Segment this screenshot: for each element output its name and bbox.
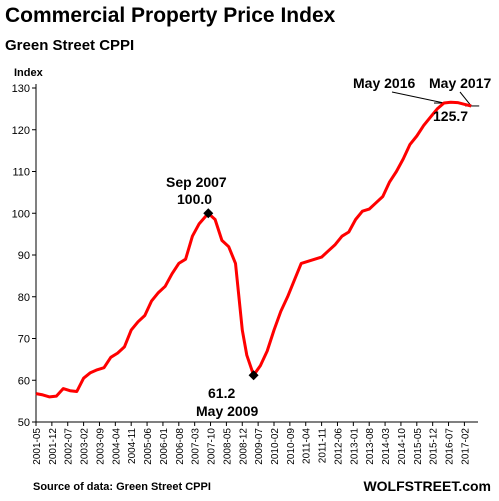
source-note: Source of data: Green Street CPPI	[33, 481, 211, 493]
annotation-peak-date: Sep 2007	[166, 174, 227, 190]
x-tick-label: 2010-09	[286, 428, 297, 465]
chart-title: Commercial Property Price Index	[5, 4, 336, 27]
brand-label: WOLFSTREET.com	[363, 478, 491, 494]
y-tick-label: 80	[18, 292, 30, 304]
peak-marker	[203, 208, 214, 219]
x-tick-label: 2012-06	[333, 428, 344, 465]
x-tick-label: 2011-11	[318, 428, 329, 464]
annotation-trough-date: May 2009	[196, 403, 258, 419]
x-tick-label: 2001-12	[48, 428, 59, 465]
trough-marker	[248, 370, 259, 381]
x-tick-label: 2014-03	[381, 428, 392, 465]
x-tick-label: 2003-09	[95, 428, 106, 465]
x-tick-label: 2001-05	[32, 428, 43, 465]
y-tick-label: 120	[12, 125, 30, 137]
x-tick-label: 2017-02	[460, 428, 471, 465]
y-tick-label: 100	[12, 208, 30, 220]
x-tick-label: 2004-11	[127, 428, 138, 464]
x-tick-label: 2005-06	[143, 428, 154, 465]
x-tick-label: 2015-12	[429, 428, 440, 465]
x-tick-label: 2008-12	[238, 428, 249, 465]
annotation-latest-value: 125.7	[433, 108, 468, 124]
x-tick-label: 2008-05	[222, 428, 233, 465]
series-line	[35, 100, 472, 399]
y-tick-label: 90	[18, 250, 30, 262]
y-tick-label: 130	[12, 83, 30, 95]
x-tick-label: 2003-02	[80, 428, 91, 465]
x-tick-label: 2015-05	[413, 428, 424, 465]
y-tick-label: 110	[12, 167, 30, 179]
x-tick-label: 2010-02	[270, 428, 281, 465]
x-tick-label: 2013-08	[365, 428, 376, 465]
x-tick-label: 2013-01	[349, 428, 360, 465]
x-tick-label: 2004-04	[111, 428, 122, 465]
may2017-pointer	[459, 91, 472, 107]
annotation-trough-value: 61.2	[208, 385, 235, 401]
may2016-pointer	[391, 91, 445, 104]
x-tick-label: 2016-07	[445, 428, 456, 465]
y-tick-label: 70	[18, 334, 30, 346]
x-tick-label: 2007-03	[191, 428, 202, 465]
y-tick-label: 60	[18, 375, 30, 387]
x-tick-label: 2006-01	[159, 428, 170, 465]
x-tick-label: 2007-10	[207, 428, 218, 465]
annotation-peak-value: 100.0	[177, 191, 212, 207]
x-tick-label: 2006-08	[175, 428, 186, 465]
x-tick-label: 2002-07	[64, 428, 75, 465]
x-tick-label: 2011-04	[302, 428, 313, 464]
x-tick-label: 2009-07	[254, 428, 265, 465]
chart-subtitle: Green Street CPPI	[5, 37, 135, 54]
annotation-latest-date: May 2017	[429, 75, 491, 91]
annotation-may2016-date: May 2016	[353, 75, 415, 91]
y-tick-label: 50	[18, 417, 30, 429]
y-axis-label: Index	[14, 67, 44, 79]
x-tick-label: 2014-10	[397, 428, 408, 465]
